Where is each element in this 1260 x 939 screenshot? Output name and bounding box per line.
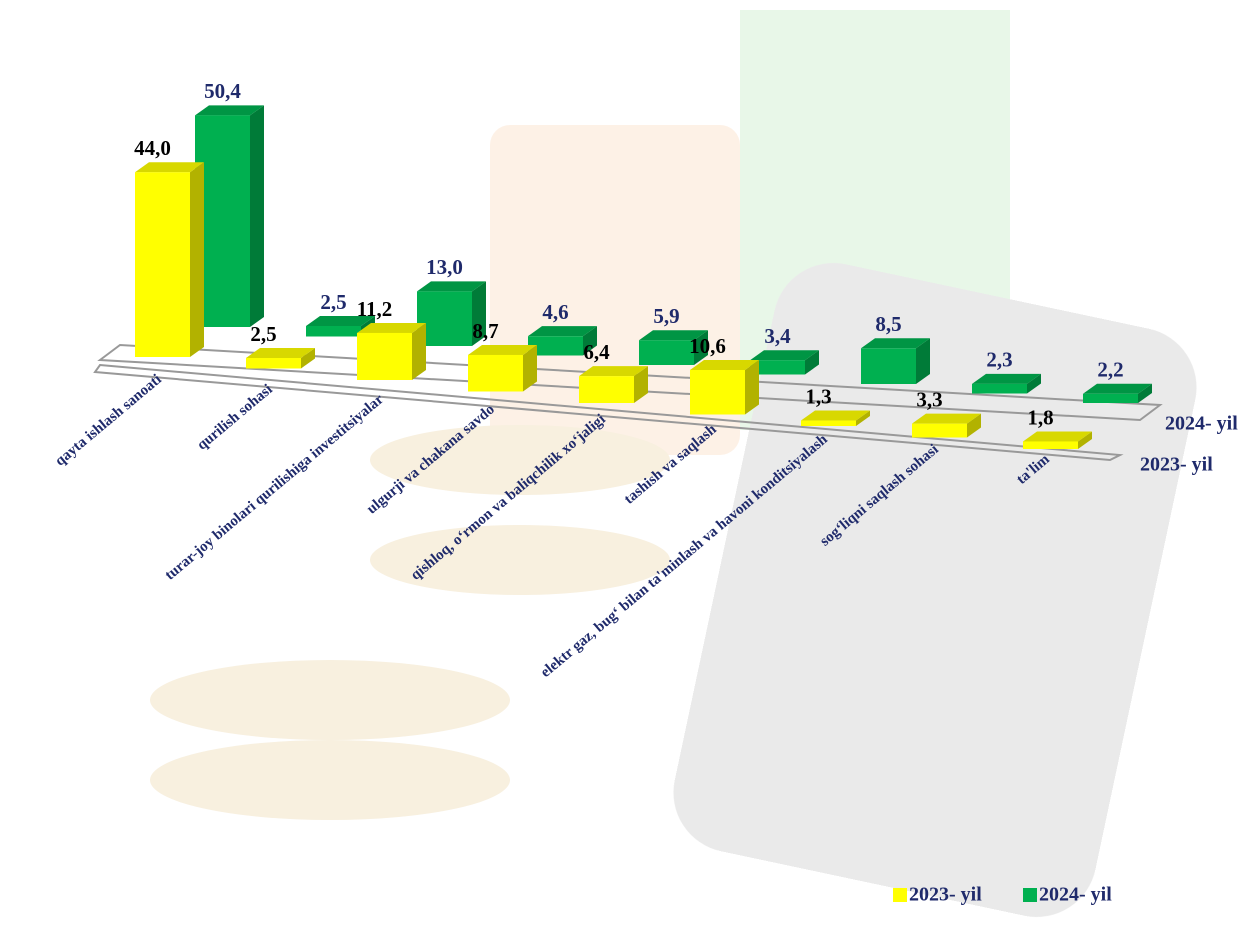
value-label: 5,9: [653, 304, 679, 328]
value-label: 50,4: [204, 79, 241, 103]
bar: [528, 336, 583, 356]
bar: [1023, 441, 1078, 449]
bar: [750, 360, 805, 375]
bar: [579, 376, 634, 403]
bar: [690, 369, 745, 415]
legend-label: 2024- yil: [1039, 884, 1112, 906]
bar-side: [745, 359, 759, 415]
bar-side: [190, 162, 204, 357]
bar-top: [579, 366, 648, 377]
bar: [357, 332, 412, 380]
value-label: 2,5: [320, 290, 346, 314]
value-label: 8,7: [472, 319, 498, 343]
value-label: 2,3: [986, 348, 1012, 372]
bar-top: [306, 316, 375, 326]
bar: [135, 172, 190, 357]
bar-top: [972, 373, 1041, 384]
value-label: 1,8: [1027, 405, 1053, 429]
depth-label: 2024- yil: [1165, 413, 1238, 435]
bar: [246, 358, 301, 369]
value-label: 2,2: [1097, 358, 1123, 382]
value-label: 4,6: [542, 300, 568, 324]
bar-top: [357, 322, 426, 333]
category-label: qayta ishlash sanoati: [52, 371, 164, 469]
bars: 50,4 2,5 13,0 4,6 5,9 3,4 8,5 2,3 2,2 44,0 2,5 11,2…: [134, 79, 1152, 449]
bar-top: [1023, 431, 1092, 442]
bar-side: [412, 322, 426, 380]
bar: [195, 115, 250, 327]
bar-side: [1027, 373, 1041, 394]
bar-top: [468, 344, 537, 355]
value-label: 13,0: [426, 255, 463, 279]
bar-side: [856, 410, 870, 426]
value-label: 6,4: [583, 340, 610, 364]
bar-top: [912, 413, 981, 424]
bar: [468, 354, 523, 392]
bar-side: [1138, 383, 1152, 403]
bar-side: [523, 344, 537, 392]
value-label: 3,4: [764, 324, 791, 348]
value-label: 3,3: [916, 387, 942, 411]
value-label: 11,2: [357, 297, 393, 321]
bar-top: [639, 330, 708, 341]
legend-swatch: [893, 888, 907, 902]
bar-top: [135, 162, 204, 173]
bar-top: [801, 410, 870, 421]
bar: [1083, 393, 1138, 403]
front-floor: [93, 363, 1124, 462]
bar: [639, 340, 694, 365]
bar: [972, 383, 1027, 394]
bar-side: [967, 413, 981, 438]
category-label: turar-joy binolari qurilishiga investits…: [162, 391, 387, 583]
bar-top: [246, 348, 315, 358]
bar-side: [472, 281, 486, 346]
legend-label: 2023- yil: [909, 884, 982, 906]
depth-label: 2023- yil: [1140, 454, 1213, 476]
bar-side: [301, 348, 315, 369]
value-label: 8,5: [875, 312, 901, 336]
bar: [417, 291, 472, 346]
bar-top: [750, 350, 819, 361]
back-floor: [97, 343, 1163, 422]
bar-top: [195, 105, 264, 116]
bar-top: [417, 281, 486, 292]
bar-side: [634, 366, 648, 403]
value-label: 44,0: [134, 136, 171, 160]
bar-top: [1083, 383, 1152, 394]
bar-top: [861, 338, 930, 349]
category-label: qurilish sohasi: [194, 381, 276, 453]
bar-side: [694, 330, 708, 365]
bar-side: [916, 338, 930, 384]
bar: [801, 420, 856, 426]
value-label: 1,3: [805, 384, 831, 408]
bar-side: [583, 326, 597, 356]
bar: [306, 326, 361, 337]
legend-swatch: [1023, 888, 1037, 902]
bar-side: [1078, 431, 1092, 449]
bar-side: [250, 105, 264, 327]
value-label: 2,5: [250, 322, 276, 346]
bar-top: [690, 359, 759, 370]
bar: [861, 348, 916, 384]
bar: [912, 423, 967, 438]
bar-side: [805, 350, 819, 375]
bar-top: [528, 326, 597, 337]
value-label: 10,6: [689, 334, 726, 358]
